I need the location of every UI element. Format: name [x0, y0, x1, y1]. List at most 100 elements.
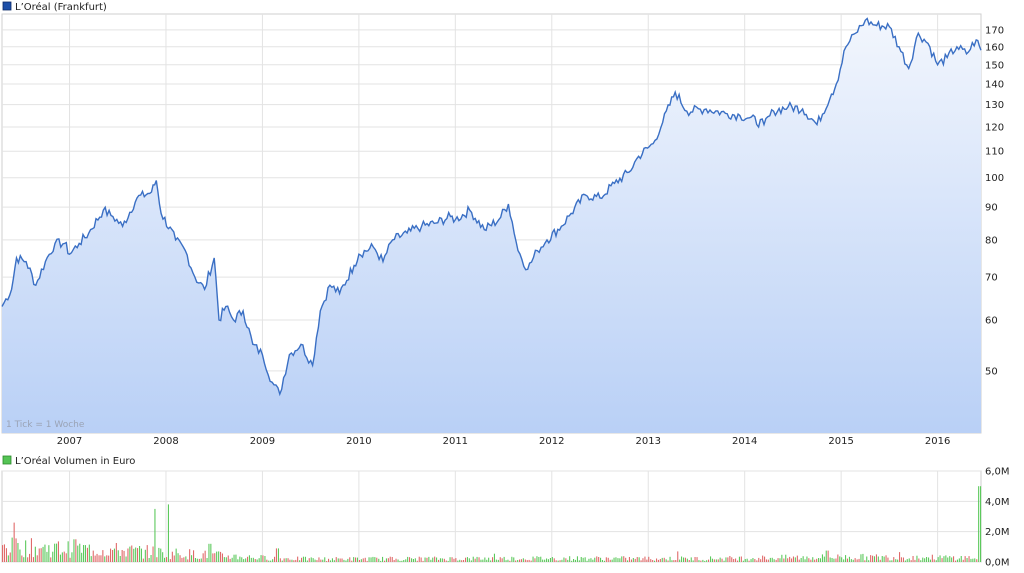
- x-tick-label: 2014: [732, 436, 757, 447]
- volume-bar: [13, 522, 15, 562]
- volume-bar: [600, 557, 602, 562]
- volume-bar: [63, 551, 65, 562]
- volume-bar: [393, 560, 395, 562]
- volume-bar: [916, 555, 918, 562]
- volume-bar: [333, 560, 335, 562]
- volume-bar: [127, 548, 129, 562]
- volume-bar: [121, 550, 123, 562]
- volume-bar: [88, 544, 90, 562]
- volume-bar: [412, 559, 414, 562]
- volume-bar: [530, 560, 532, 562]
- volume-bar: [816, 558, 818, 562]
- price-y-tick-label: 120: [985, 122, 1004, 133]
- volume-bar: [866, 556, 868, 562]
- x-tick-label: 2013: [636, 436, 661, 447]
- volume-bar: [914, 559, 916, 562]
- volume-bar: [436, 557, 438, 562]
- volume-bar: [274, 556, 276, 562]
- volume-bar: [372, 556, 374, 562]
- volume-bar: [40, 548, 42, 562]
- volume-bar: [519, 559, 521, 562]
- volume-bar: [956, 559, 958, 562]
- volume-bar: [34, 546, 36, 562]
- volume-bar: [341, 558, 343, 562]
- volume-bar: [659, 559, 661, 562]
- volume-bar: [715, 559, 717, 562]
- volume-bar: [900, 557, 902, 562]
- volume-bar: [625, 557, 627, 562]
- volume-bar: [480, 559, 482, 562]
- volume-bar: [821, 554, 823, 562]
- volume-bar: [220, 551, 222, 562]
- volume-bar: [752, 558, 754, 562]
- volume-legend-text: L’Oréal Volumen in Euro: [15, 455, 135, 467]
- volume-bar: [910, 560, 912, 562]
- volume-bar: [318, 557, 320, 562]
- volume-bar: [241, 557, 243, 562]
- volume-bar: [524, 559, 526, 562]
- volume-bar: [592, 559, 594, 562]
- volume-bar: [206, 558, 208, 562]
- volume-bar: [117, 550, 119, 562]
- volume-bar: [547, 559, 549, 562]
- price-y-axis: 50 60 70 80 90 100 110 120 130 140 150 160 170: [985, 25, 1004, 377]
- volume-bar: [193, 550, 195, 562]
- volume-bar: [171, 551, 173, 562]
- volume-bar: [401, 560, 403, 562]
- volume-bar: [75, 539, 77, 563]
- volume-bar: [711, 558, 713, 562]
- volume-bar: [200, 558, 202, 562]
- volume-bar: [3, 544, 5, 562]
- volume-bar: [829, 557, 831, 562]
- volume-bar: [110, 548, 112, 562]
- volume-bar: [580, 557, 582, 562]
- volume-bar: [522, 558, 524, 562]
- volume-bar: [19, 549, 21, 562]
- volume-bar: [806, 556, 808, 562]
- volume-bar: [434, 556, 436, 562]
- volume-bar: [596, 556, 598, 562]
- volume-bar: [326, 561, 328, 562]
- volume-bar: [578, 560, 580, 562]
- volume-bar: [411, 558, 413, 562]
- volume-bar: [738, 556, 740, 562]
- volume-bar: [534, 558, 536, 562]
- volume-bar: [939, 555, 941, 562]
- volume-bar: [470, 560, 472, 562]
- volume-bar: [719, 557, 721, 562]
- volume-bar: [237, 559, 239, 562]
- volume-bar: [783, 558, 785, 562]
- volume-bar: [293, 560, 295, 562]
- volume-bar: [912, 556, 914, 562]
- price-y-tick-label: 130: [985, 100, 1004, 111]
- volume-bar: [966, 558, 968, 562]
- volume-bar: [951, 557, 953, 562]
- volume-bar: [804, 559, 806, 562]
- volume-legend-swatch: [2, 455, 12, 465]
- volume-bar: [696, 557, 698, 562]
- price-y-tick-label: 50: [985, 366, 998, 377]
- volume-bar: [889, 560, 891, 562]
- volume-panel: L’Oréal Volumen in Euro 6,0M 4,0M 2,0M 0,0M: [1, 455, 1010, 569]
- volume-bar: [291, 559, 293, 562]
- volume-bar: [407, 556, 409, 562]
- volume-bar: [563, 557, 565, 562]
- volume-bar: [310, 557, 312, 562]
- volume-bar: [852, 559, 854, 562]
- volume-bar: [158, 547, 160, 562]
- volume-bar: [586, 560, 588, 562]
- volume-bar: [27, 557, 29, 562]
- volume-bar: [56, 543, 58, 562]
- volume-bar: [690, 557, 692, 562]
- volume-bar: [590, 558, 592, 562]
- volume-bar: [721, 558, 723, 562]
- volume-bar: [368, 557, 370, 562]
- volume-bar: [46, 551, 48, 562]
- volume-bar: [324, 557, 326, 562]
- volume-bar: [422, 560, 424, 562]
- volume-bar: [258, 558, 260, 562]
- volume-bar: [636, 557, 638, 562]
- volume-bar: [25, 540, 27, 562]
- volume-bar: [208, 543, 210, 562]
- x-tick-label: 2012: [539, 436, 564, 447]
